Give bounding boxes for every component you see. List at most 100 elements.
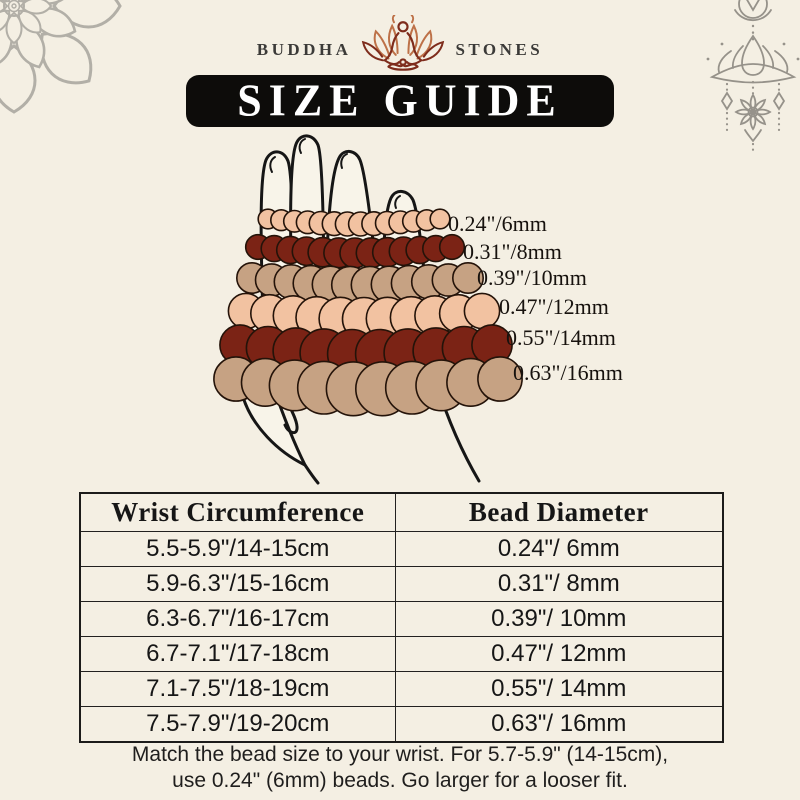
bead [257, 208, 279, 230]
bead [438, 293, 479, 334]
bead-diameter-cell: 0.39"/ 10mm [394, 601, 724, 637]
bead-diameter-cell: 0.31"/ 8mm [394, 566, 724, 602]
bead [415, 359, 468, 412]
bead-diameter-cell: 0.47"/ 12mm [394, 636, 724, 672]
bead [354, 328, 406, 380]
wrist-circumference-cell: 5.5-5.9"/14-15cm [79, 531, 396, 567]
bead [311, 265, 350, 304]
bead [295, 295, 339, 340]
bead [236, 261, 269, 294]
table-row: 5.5-5.9"/14-15cm 0.24"/ 6mm [79, 531, 724, 567]
table-row: 6.7-7.1"/17-18cm 0.47"/ 12mm [79, 636, 724, 672]
lotus-logo-icon [362, 15, 445, 71]
bead [388, 210, 413, 235]
bead [341, 296, 387, 342]
bead [326, 328, 378, 380]
bead [295, 210, 320, 235]
wrist-circumference-cell: 7.1-7.5"/18-19cm [79, 671, 396, 707]
bead [370, 265, 409, 304]
bead [347, 211, 374, 237]
bead [463, 292, 501, 330]
bead [318, 296, 363, 341]
bead-row [213, 356, 523, 417]
bead [355, 237, 387, 269]
bead [330, 265, 370, 305]
bead [339, 237, 371, 269]
fit-note-line2: use 0.24" (6mm) beads. Go larger for a l… [172, 769, 628, 793]
bead [245, 325, 291, 371]
wrist-circumference-cell: 6.3-6.7"/16-17cm [79, 601, 396, 637]
bead-diameter-cell: 0.24"/ 6mm [394, 531, 724, 567]
size-table: Wrist Circumference Bead Diameter 5.5-5.… [79, 492, 724, 743]
table-row: 6.3-6.7"/16-17cm 0.39"/ 10mm [79, 601, 724, 637]
bead [323, 237, 355, 269]
bead [410, 263, 447, 300]
bead [374, 210, 400, 236]
table-row: 7.5-7.9"/19-20cm 0.63"/ 16mm [79, 706, 724, 743]
bead [421, 234, 450, 263]
bead [431, 263, 466, 297]
bead [334, 211, 361, 237]
bead-size-label: 0.24"/6mm [448, 211, 547, 236]
header-bead-diameter: Bead Diameter [394, 492, 724, 532]
bead [219, 324, 261, 366]
bead [282, 209, 307, 233]
wrist-circumference-cell: 5.9-6.3"/15-16cm [79, 566, 396, 602]
bead [446, 357, 496, 408]
bead [308, 210, 334, 236]
bead [296, 360, 352, 415]
bead-row [227, 292, 501, 342]
bead-row [236, 261, 484, 305]
bead-size-label: 0.47"/12mm [499, 294, 609, 319]
bead [414, 295, 456, 337]
bead-diameter-cell: 0.55"/ 14mm [394, 671, 724, 707]
size-guide-banner: SIZE GUIDE [186, 75, 614, 127]
bead [384, 360, 440, 415]
bead [365, 296, 410, 341]
bead [321, 211, 347, 237]
bead [260, 234, 289, 263]
header-wrist-circumference: Wrist Circumference [79, 492, 396, 532]
bead [273, 263, 310, 300]
wrist-circumference-cell: 6.7-7.1"/17-18cm [79, 636, 396, 672]
bead [355, 361, 411, 417]
bead [388, 236, 419, 267]
bead [429, 208, 451, 230]
bead [390, 264, 428, 302]
table-header-row: Wrist Circumference Bead Diameter [79, 492, 724, 532]
bead [383, 328, 433, 378]
bead [244, 233, 272, 261]
brand-word-stones: STONES [455, 40, 544, 59]
bead [227, 292, 265, 330]
bead [272, 327, 320, 375]
table-row: 5.9-6.3"/15-16cm 0.31"/ 8mm [79, 566, 724, 602]
bead [291, 236, 322, 267]
brand-header: BUDDHA [0, 12, 800, 76]
bead [299, 328, 349, 378]
bead [275, 235, 305, 265]
bead-size-label: 0.31"/8mm [463, 239, 562, 264]
bead [361, 211, 387, 237]
bead [415, 209, 438, 232]
bead-size-label: 0.39"/10mm [477, 265, 587, 290]
bead-row [244, 233, 466, 269]
bead [401, 209, 426, 233]
bead [405, 235, 435, 265]
brand-word-buddha: BUDDHA [256, 40, 352, 59]
bead-row [257, 208, 451, 237]
bead [389, 295, 433, 340]
bead [371, 236, 403, 268]
bead-size-label: 0.63"/16mm [513, 360, 623, 385]
bead [438, 233, 466, 261]
bead [270, 209, 293, 232]
bead-row [219, 324, 513, 380]
hand-icon [229, 134, 481, 485]
bead [272, 295, 314, 337]
fit-note-line1: Match the bead size to your wrist. For 5… [131, 743, 669, 766]
bead [412, 327, 460, 375]
wrist-circumference-cell: 7.5-7.9"/19-20cm [79, 706, 396, 743]
bead [254, 263, 289, 297]
bead [268, 359, 321, 412]
table-row: 7.1-7.5"/18-19cm 0.55"/ 14mm [79, 671, 724, 707]
bead [240, 357, 290, 408]
